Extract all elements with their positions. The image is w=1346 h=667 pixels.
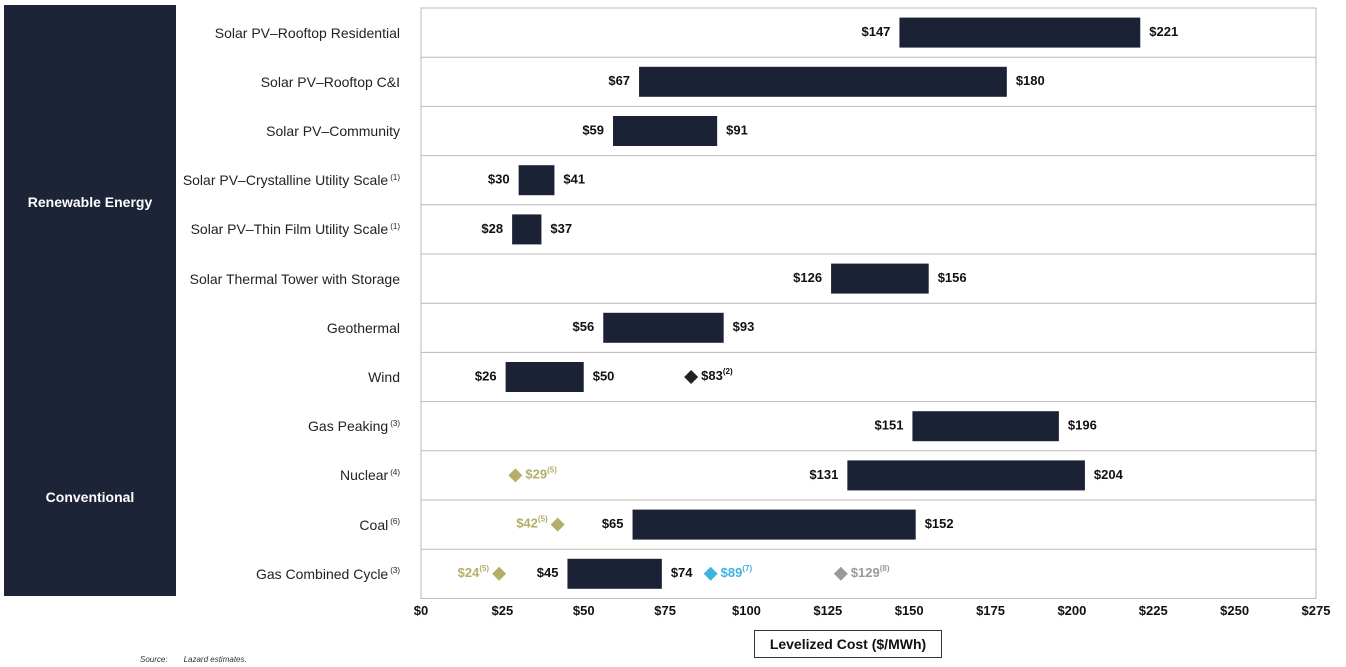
low-value-label: $67 <box>608 73 630 88</box>
range-bar <box>847 460 1085 491</box>
group-panel: Conventional <box>4 398 176 597</box>
x-axis-title: Levelized Cost ($/MWh) <box>754 630 942 658</box>
diamond-marker <box>508 468 523 483</box>
range-bar <box>567 558 662 589</box>
source-label: Source: <box>140 655 168 664</box>
x-tick-label: $0 <box>414 603 428 618</box>
x-tick-label: $50 <box>573 603 595 618</box>
range-bar <box>518 165 555 196</box>
range-bar <box>512 214 542 245</box>
marker-value-label: $42(5) <box>516 515 548 531</box>
footnote-mark: (1) <box>390 172 400 182</box>
category-label: Gas Peaking (3) <box>308 418 400 435</box>
marker-value-label: $129(8) <box>851 564 890 580</box>
range-bar <box>603 312 724 343</box>
marker-value-label: $24(5) <box>458 564 490 580</box>
low-value-label: $59 <box>582 122 604 137</box>
low-value-label: $30 <box>488 172 510 187</box>
diamond-marker <box>550 517 565 532</box>
category-label: Nuclear (4) <box>339 467 400 484</box>
low-value-label: $56 <box>573 319 595 334</box>
range-bar <box>899 17 1141 48</box>
marker-value-label: $89(7) <box>721 564 753 580</box>
category-label: Solar PV–Thin Film Utility Scale (1) <box>190 221 400 238</box>
category-label: Solar PV–Crystalline Utility Scale (1) <box>182 172 400 189</box>
low-value-label: $151 <box>875 418 904 433</box>
footnote-mark: (1) <box>390 221 400 231</box>
high-value-label: $91 <box>726 122 748 137</box>
high-value-label: $180 <box>1016 73 1045 88</box>
x-tick-label: $225 <box>1139 603 1168 618</box>
diamond-marker <box>684 370 699 384</box>
marker-value-label: $83(2) <box>701 367 733 383</box>
category-label: Geothermal <box>326 319 400 336</box>
diamond-marker <box>833 566 848 581</box>
footnote-mark: (4) <box>390 467 400 477</box>
marker-value-label: $29(5) <box>525 466 557 482</box>
high-value-label: $221 <box>1149 24 1178 39</box>
range-bar <box>632 509 916 540</box>
category-label: Gas Combined Cycle (3) <box>255 565 400 582</box>
category-label: Coal (6) <box>359 516 400 533</box>
low-value-label: $45 <box>537 565 559 580</box>
range-bar <box>613 116 718 146</box>
low-value-label: $147 <box>861 24 890 39</box>
low-value-label: $131 <box>809 467 838 482</box>
range-bar <box>505 362 584 392</box>
high-value-label: $152 <box>925 516 954 531</box>
x-tick-label: $150 <box>895 603 924 618</box>
category-label: Solar PV–Community <box>266 123 400 139</box>
category-label: Solar PV–Rooftop Residential <box>214 24 400 41</box>
x-tick-label: $25 <box>492 603 514 618</box>
x-tick-label: $275 <box>1302 603 1331 618</box>
category-label: Solar PV–Rooftop C&I <box>260 73 400 90</box>
category-label: Solar Thermal Tower with Storage <box>189 270 400 287</box>
group-panel: Renewable Energy <box>4 5 176 400</box>
footnote-mark: (3) <box>390 566 400 576</box>
x-tick-label: $100 <box>732 603 761 618</box>
x-tick-label: $75 <box>654 603 676 618</box>
high-value-label: $41 <box>563 172 585 187</box>
high-value-label: $196 <box>1068 418 1097 433</box>
footnote-mark: (3) <box>390 418 400 428</box>
footnote-mark: (6) <box>390 516 400 526</box>
high-value-label: $93 <box>733 319 755 334</box>
high-value-label: $156 <box>938 270 967 285</box>
source-text: Lazard estimates. <box>183 655 247 664</box>
low-value-label: $26 <box>475 368 497 383</box>
low-value-label: $126 <box>793 270 822 285</box>
range-bar <box>912 411 1059 442</box>
range-bar <box>831 263 929 294</box>
high-value-label: $37 <box>550 221 572 236</box>
range-bar <box>639 66 1007 97</box>
low-value-label: $65 <box>602 516 624 531</box>
category-label: Wind <box>368 369 400 385</box>
high-value-label: $74 <box>671 565 693 580</box>
x-tick-label: $175 <box>976 603 1005 618</box>
diamond-marker <box>492 566 507 581</box>
diamond-marker <box>703 566 718 581</box>
low-value-label: $28 <box>481 221 503 236</box>
source-note: Source: Lazard estimates. <box>140 655 263 664</box>
high-value-label: $204 <box>1094 467 1124 482</box>
x-tick-label: $125 <box>813 603 842 618</box>
x-tick-label: $250 <box>1220 603 1249 618</box>
x-tick-label: $200 <box>1057 603 1086 618</box>
high-value-label: $50 <box>593 368 615 383</box>
